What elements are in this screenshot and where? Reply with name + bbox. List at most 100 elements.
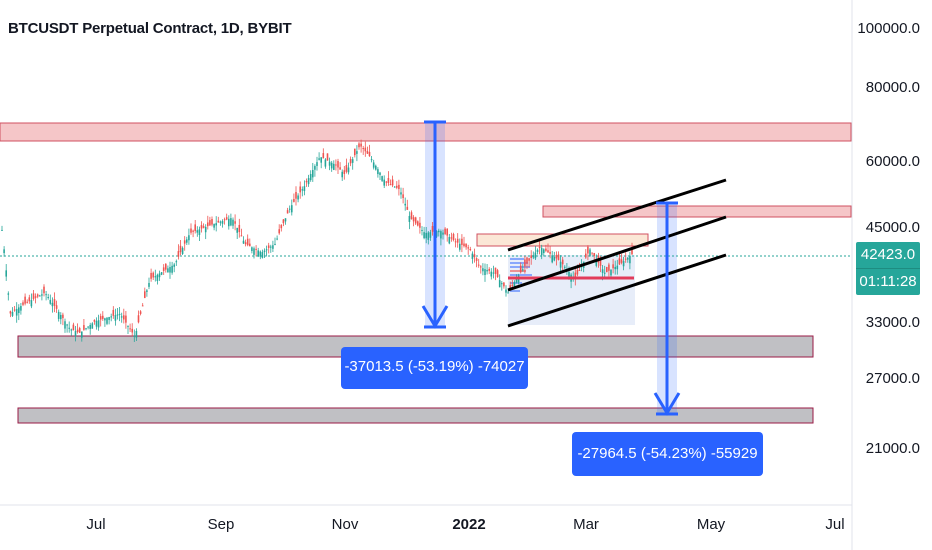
- price-label-60000: 60000.0: [865, 153, 920, 170]
- candle-body: [480, 266, 482, 268]
- candle-body: [286, 210, 289, 214]
- candle-body: [435, 231, 438, 237]
- candle-body: [555, 254, 558, 259]
- candle-body: [540, 247, 543, 256]
- candle-body: [259, 251, 262, 257]
- candle-body: [106, 317, 108, 324]
- support-zone-low[interactable]: [17, 407, 814, 424]
- candle-body: [307, 178, 310, 185]
- candle-body: [446, 228, 448, 236]
- candle-body: [425, 232, 427, 239]
- candle-body: [578, 269, 581, 271]
- candle-body: [141, 305, 144, 307]
- candle-body: [265, 249, 268, 251]
- candle-body: [345, 165, 348, 172]
- candle-body: [591, 252, 593, 254]
- candle-body: [276, 238, 278, 240]
- candle-body: [66, 324, 68, 326]
- candle-body: [291, 205, 293, 213]
- candle-body: [574, 272, 577, 279]
- candle-body: [18, 307, 20, 313]
- candle-body: [383, 179, 385, 186]
- candle-body: [150, 272, 152, 279]
- candle-body: [629, 256, 631, 264]
- candle-body: [398, 184, 400, 190]
- candle-body: [251, 247, 253, 252]
- candle-body: [543, 249, 545, 254]
- candle-body: [404, 203, 406, 206]
- candle-body: [538, 246, 541, 248]
- candle-body: [328, 161, 331, 166]
- candle-body: [36, 294, 39, 297]
- candle-body: [181, 247, 184, 254]
- candle-body: [606, 267, 608, 273]
- candle-body: [81, 331, 83, 338]
- time-label-jul-2: Jul: [825, 516, 845, 533]
- candle-body: [503, 282, 505, 287]
- measure-arrow-1[interactable]: [421, 120, 449, 329]
- candle-body: [169, 267, 171, 273]
- candle-body: [459, 243, 461, 250]
- candle-body: [139, 311, 142, 314]
- candle-body: [43, 286, 45, 294]
- candle-body: [64, 321, 66, 329]
- candle-body: [215, 223, 217, 226]
- candle-body: [423, 232, 425, 239]
- candle-body: [366, 150, 369, 154]
- candle-body: [57, 311, 60, 319]
- measure-label-2[interactable]: -27964.5 (-54.23%) -55929: [572, 432, 763, 476]
- candle-body: [595, 259, 598, 266]
- candle-body: [519, 265, 522, 273]
- candle-body: [228, 218, 230, 227]
- candle-body: [246, 238, 249, 246]
- candle-body: [186, 239, 188, 243]
- candle-body: [559, 261, 562, 268]
- candle-body: [389, 184, 392, 186]
- candle-body: [219, 221, 222, 223]
- candle-body: [11, 311, 14, 316]
- candle-body: [68, 327, 70, 329]
- candle-body: [162, 267, 165, 271]
- candle-body: [318, 158, 320, 160]
- candle-body: [412, 217, 415, 222]
- candle-body: [173, 264, 175, 267]
- candle-body: [547, 250, 549, 253]
- candle-body: [39, 295, 41, 297]
- candle-body: [473, 254, 476, 258]
- candle-body: [152, 272, 154, 278]
- candle-body: [545, 248, 547, 251]
- candle-body: [13, 309, 16, 311]
- channel-mid-line[interactable]: [507, 215, 727, 292]
- candle-body: [156, 274, 159, 281]
- candle-body: [438, 230, 440, 233]
- channel-bottom-line[interactable]: [507, 253, 727, 328]
- candle-body: [234, 221, 236, 224]
- candle-body: [387, 178, 390, 183]
- candle-body: [421, 229, 423, 231]
- measure-arrow-2[interactable]: [653, 201, 681, 416]
- candle-body: [240, 235, 243, 237]
- candle-body: [297, 195, 299, 200]
- candle-body: [608, 264, 610, 271]
- candle-body: [7, 293, 10, 295]
- channel-top-line[interactable]: [507, 178, 727, 252]
- candle-body: [15, 308, 18, 316]
- candle-body: [148, 282, 150, 287]
- candle-body: [249, 243, 251, 247]
- candle-body: [524, 259, 526, 267]
- candle-body: [456, 238, 459, 243]
- candle-body: [255, 248, 257, 250]
- candle-body: [9, 311, 12, 314]
- candle-body: [406, 206, 409, 210]
- range-zone-orange[interactable]: [476, 233, 649, 247]
- resistance-zone-upper[interactable]: [542, 205, 852, 218]
- chart-title: BTCUSDT Perpetual Contract, 1D, BYBIT: [8, 20, 292, 37]
- candle-body: [309, 174, 312, 181]
- candle-body: [471, 253, 474, 259]
- candle-body: [120, 316, 123, 318]
- candle-body: [129, 328, 131, 330]
- candle-body: [442, 232, 444, 235]
- measure-label-1[interactable]: -37013.5 (-53.19%) -74027: [341, 347, 528, 389]
- candle-body: [410, 212, 413, 220]
